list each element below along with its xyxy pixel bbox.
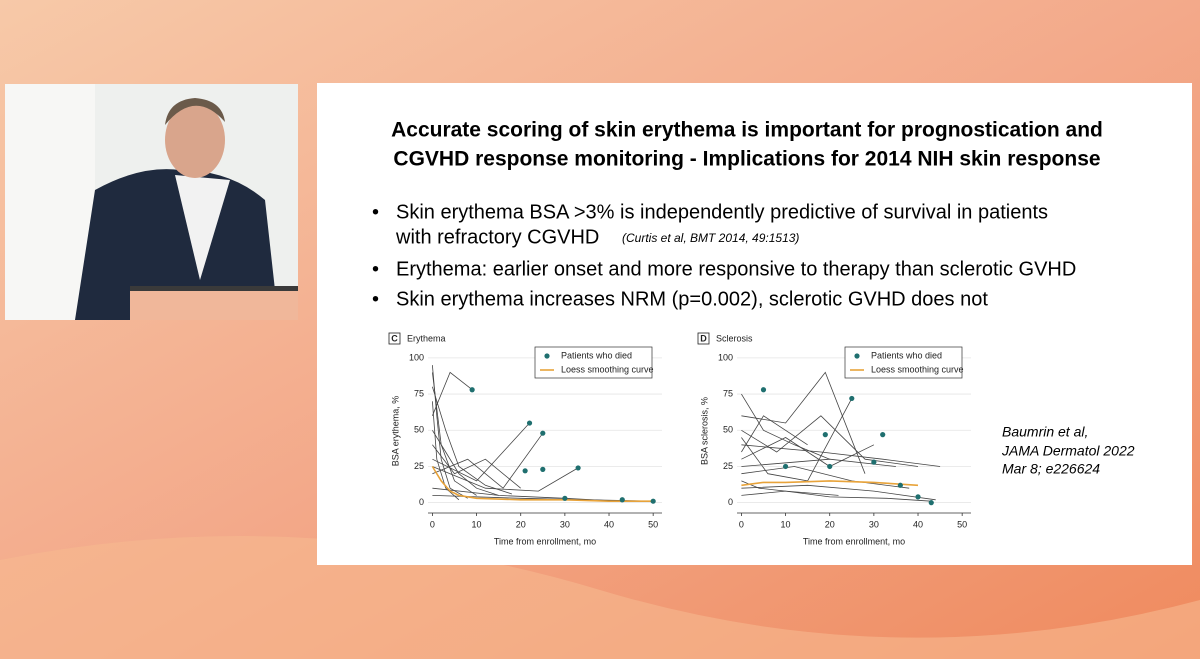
patient-line (432, 371, 473, 416)
y-tick-label: 25 (723, 461, 733, 471)
y-tick-label: 100 (409, 352, 424, 362)
death-point (880, 432, 886, 438)
legend-label: Patients who died (871, 350, 942, 360)
death-point (849, 395, 855, 402)
panel-box (388, 332, 401, 345)
y-tick-label: 75 (723, 388, 733, 398)
death-point (562, 495, 568, 501)
x-tick-label: 40 (913, 519, 923, 529)
legend-swatch (544, 353, 550, 359)
x-tick-label: 50 (648, 519, 658, 529)
x-tick-label: 30 (869, 519, 879, 529)
x-tick-label: 0 (430, 519, 435, 529)
y-tick-label: 0 (728, 497, 733, 507)
death-point (619, 497, 625, 503)
x-tick-label: 10 (781, 519, 791, 529)
x-tick-label: 20 (516, 519, 526, 529)
x-axis-label: Time from enrollment, mo (803, 536, 905, 546)
patient-line (432, 466, 579, 492)
legend-box (844, 346, 963, 379)
bullet-text: Skin erythema increases NRM (p=0.002), s… (396, 288, 988, 310)
legend-swatch (854, 353, 860, 359)
panel-label: D (700, 333, 707, 343)
reference: JAMA Dermatol 2022 (1001, 443, 1135, 459)
death-point (897, 482, 903, 488)
bullet-marker: • (372, 201, 379, 223)
patient-line (432, 386, 513, 495)
patient-line (741, 466, 910, 489)
death-point (522, 468, 528, 474)
wave (0, 536, 1200, 659)
reference: Mar 8; e226624 (1002, 461, 1100, 477)
patient-line (741, 415, 808, 453)
y-tick-label: 50 (723, 425, 733, 435)
bullet-marker: • (372, 258, 379, 280)
patient-line (432, 401, 460, 501)
death-point (575, 465, 581, 471)
citation: (Curtis et al, BMT 2014, 49:1513) (622, 231, 799, 245)
panel-label: C (391, 333, 398, 343)
x-tick-label: 0 (739, 519, 744, 529)
x-tick-label: 20 (825, 519, 835, 529)
legend-box (534, 346, 653, 379)
patient-line (432, 430, 499, 496)
panel-box (697, 332, 710, 345)
patient-line (741, 444, 941, 467)
patient-line (741, 415, 919, 467)
y-tick-label: 25 (414, 461, 424, 471)
death-point (915, 494, 921, 500)
legend-label: Loess smoothing curve (561, 364, 654, 374)
chart-title: Erythema (407, 333, 446, 343)
speaker-video (5, 84, 298, 320)
patient-line (432, 432, 544, 489)
chart-title: Sclerosis (716, 333, 753, 343)
x-axis-label: Time from enrollment, mo (494, 536, 596, 546)
slide-title: CGVHD response monitoring - Implications… (393, 148, 1100, 171)
loess-curve (741, 480, 919, 487)
x-tick-label: 50 (957, 519, 967, 529)
patient-line (432, 372, 477, 496)
death-point (760, 387, 767, 393)
patient-line (741, 398, 853, 482)
death-point (871, 459, 877, 465)
y-tick-label: 100 (718, 352, 733, 362)
bullet-marker: • (372, 288, 379, 310)
patient-line (741, 490, 932, 502)
y-tick-label: 0 (419, 497, 424, 507)
death-point (469, 387, 475, 393)
patient-line (432, 422, 530, 482)
legend-label: Patients who died (561, 350, 632, 360)
x-tick-label: 10 (472, 519, 482, 529)
x-tick-label: 40 (604, 519, 614, 529)
death-point (526, 420, 533, 426)
patient-line (741, 393, 830, 460)
bullet-text: with refractory CGVHD (395, 226, 599, 248)
y-tick-label: 50 (414, 425, 424, 435)
loess-curve (431, 466, 654, 502)
slide-title: Accurate scoring of skin erythema is imp… (391, 119, 1103, 142)
death-point (650, 498, 656, 504)
patient-line (432, 444, 521, 489)
slide (317, 83, 1192, 565)
patient-line (741, 371, 866, 474)
bullet-text: Skin erythema BSA >3% is independently p… (396, 201, 1048, 223)
legend-label: Loess smoothing curve (871, 364, 964, 374)
death-point (540, 466, 546, 472)
reference: Baumrin et al, (1002, 424, 1088, 440)
death-point (782, 463, 789, 470)
y-axis-label: BSA erythema, % (390, 396, 400, 467)
patient-line (741, 484, 936, 501)
death-point (822, 432, 828, 438)
death-point (540, 430, 546, 436)
y-tick-label: 75 (414, 388, 424, 398)
death-point (827, 463, 833, 470)
y-axis-label: BSA sclerosis, % (699, 397, 709, 465)
x-tick-label: 30 (560, 519, 570, 529)
death-point (928, 500, 934, 506)
bullet-text: Erythema: earlier onset and more respons… (396, 258, 1076, 280)
